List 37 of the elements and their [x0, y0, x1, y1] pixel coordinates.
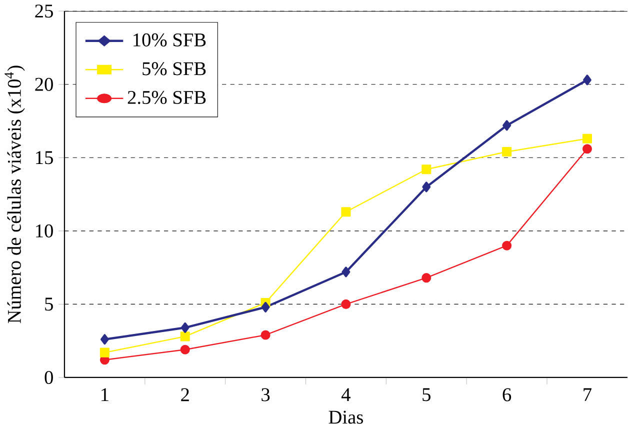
y-tick-label: 5: [45, 298, 53, 310]
point: [502, 240, 512, 250]
x-tick-label: 2: [181, 388, 189, 401]
point: [261, 302, 270, 312]
x-tick-label: 5: [422, 388, 430, 401]
x-axis-title: Dias: [328, 410, 363, 424]
point: [582, 134, 592, 144]
x-tick-label: 7: [584, 388, 592, 401]
point: [100, 348, 110, 358]
legend-label: 10% SFB: [134, 33, 206, 46]
point: [100, 334, 109, 344]
x-tick-label: 6: [502, 388, 512, 402]
point: [260, 330, 270, 340]
y-axis-title: Número de células viáveis (x10$^{4}$): [4, 66, 25, 323]
x-tick-label: 4: [341, 388, 351, 401]
y-tick-label: 25: [35, 4, 53, 18]
y-tick-label: 10: [36, 224, 53, 238]
point: [422, 182, 431, 192]
point: [180, 344, 190, 354]
point: [341, 299, 351, 309]
point: [180, 332, 190, 342]
y-tick-label: 15: [36, 150, 53, 164]
x-tick-label: 3: [262, 388, 270, 402]
point: [422, 164, 432, 174]
point: [342, 266, 350, 278]
y-tick-label: 0: [44, 370, 53, 384]
point: [582, 144, 592, 154]
legend-label: 2.5% SFB: [128, 90, 206, 104]
legend-label: 5% SFB: [142, 62, 206, 76]
x-tick-label: 1: [102, 388, 108, 401]
point: [180, 322, 190, 333]
point: [502, 146, 512, 156]
y-tick-label: 20: [35, 78, 53, 91]
point: [502, 120, 512, 130]
point: [422, 272, 432, 282]
point: [341, 206, 351, 216]
point: [583, 74, 592, 86]
